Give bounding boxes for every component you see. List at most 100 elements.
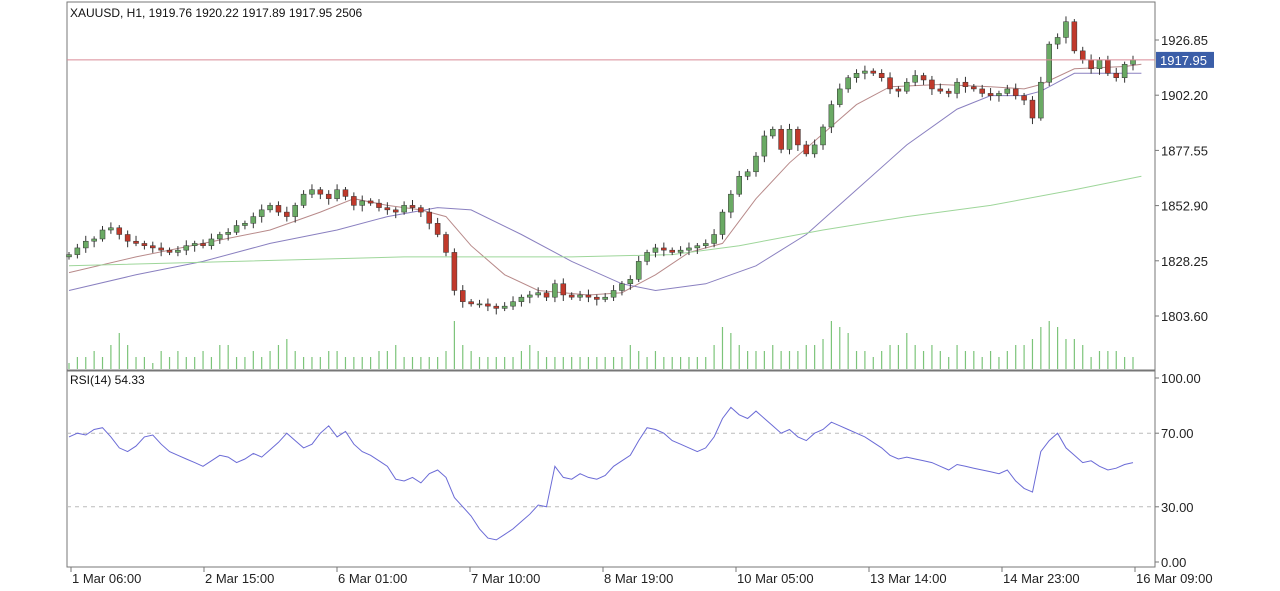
candle-body [443,234,449,253]
candle-body [837,88,843,105]
candle-body [141,243,148,246]
candle-body [392,209,399,213]
candle-body [250,216,257,224]
candle-body [309,189,315,195]
candle-body [686,247,692,251]
candle-body [1121,64,1128,78]
x-tick-label: 16 Mar 09:00 [1136,571,1213,586]
candle-body [845,77,851,90]
candle-body [1079,50,1086,61]
candle-body [971,86,977,90]
y-tick-label: 1828.25 [1161,254,1208,269]
candle-body [217,234,223,240]
candle-body [1063,21,1069,38]
rsi-line [68,406,1134,541]
rsi-label: RSI(14) 54.33 [70,373,145,387]
candle-body [74,247,81,255]
rsi-y-tick-label: 100.00 [1161,371,1201,386]
candle-body [552,283,558,298]
candle-body [728,193,734,213]
candle-body [979,88,985,94]
candle-body [602,296,608,300]
candle-body [451,252,458,291]
x-tick-label: 8 Mar 19:00 [604,571,673,586]
current-price-label: 1917.95 [1160,53,1207,68]
candle-body [1046,43,1052,83]
candle-body [744,171,751,177]
candle-body [1012,88,1019,96]
candle-body [82,240,89,249]
candle-body [91,238,97,242]
candle-body [367,200,374,204]
candle-body [937,88,944,92]
candle-body [702,243,709,246]
y-tick-label: 1877.55 [1161,143,1208,158]
candle-body [1113,73,1120,78]
candle-body [317,189,324,195]
candle-body [594,296,600,300]
candle-body [820,126,826,146]
candle-body [1004,88,1011,94]
candle-body [334,189,340,199]
candle-body [887,77,893,90]
rsi-series [67,406,1155,541]
candle-body [803,144,810,155]
candle-body [150,245,156,249]
candle-body [418,207,424,213]
candle-body [904,81,910,92]
candle-body [233,225,240,233]
candle-body [409,205,416,208]
x-tick-label: 13 Mar 14:00 [870,571,947,586]
candle-body [920,75,927,81]
volume-bars [68,321,1134,369]
candle-body [769,128,776,137]
moving-average-line [68,63,1142,296]
x-tick-label: 2 Mar 15:00 [205,571,274,586]
candle-body [99,229,106,240]
candle-body [761,135,768,157]
x-tick-label: 1 Mar 06:00 [72,571,141,586]
x-tick-label: 10 Mar 05:00 [737,571,814,586]
candle-body [736,176,742,195]
candle-body [468,301,474,305]
candle-body [292,205,298,217]
candle-body [158,247,164,251]
moving-average-line [68,175,1142,267]
candle-body [619,283,625,291]
candle-body [175,249,181,253]
x-axis-ticks: 1 Mar 06:00 2 Mar 15:00 6 Mar 01:00 7 Mar 1… [70,567,1213,586]
candle-body [325,193,332,199]
candle-body [66,254,72,258]
candle-body [359,200,365,206]
candle-body [627,279,634,285]
rsi-y-tick-label: 70.00 [1161,426,1194,441]
candle-body [476,303,483,306]
candle-body [208,238,215,246]
candle-body [644,252,650,262]
candle-body [652,247,659,253]
candle-body [610,290,617,298]
candle-body [853,73,860,78]
candle-body [535,292,541,296]
candle-body [1029,99,1036,119]
x-tick-label: 14 Mar 23:00 [1003,571,1080,586]
candle-body [124,234,131,242]
candle-body [384,207,391,211]
candle-body [694,245,701,249]
candle-body [460,290,466,302]
candle-body [661,247,667,251]
candle-body [543,292,550,298]
rsi-y-tick-label: 30.00 [1161,500,1194,515]
candle-body [258,209,265,217]
y-tick-label: 1852.90 [1161,199,1208,214]
candle-body [501,305,508,309]
candle-body [191,243,198,246]
rsi-y-tick-label: 0.00 [1161,555,1186,570]
candle-body [945,90,952,94]
candle-body [929,79,935,90]
candle-body [510,301,516,307]
candle-body [669,249,675,253]
candle-body [116,227,123,235]
current-price-box [1156,51,1214,68]
